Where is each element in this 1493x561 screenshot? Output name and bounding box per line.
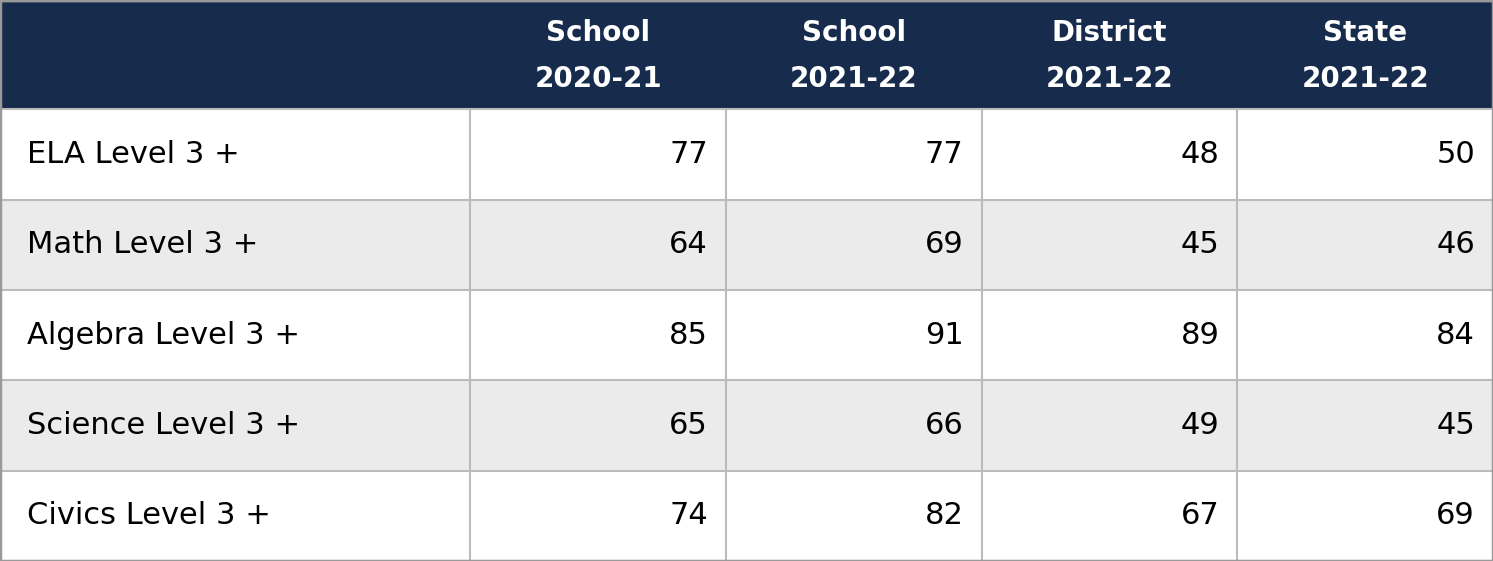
Text: 48: 48 <box>1181 140 1220 169</box>
Text: Algebra Level 3 +: Algebra Level 3 + <box>27 321 300 350</box>
Text: 50: 50 <box>1436 140 1475 169</box>
Text: State: State <box>1323 19 1408 47</box>
Text: 77: 77 <box>926 140 964 169</box>
Text: 82: 82 <box>924 502 964 530</box>
Text: Math Level 3 +: Math Level 3 + <box>27 231 258 259</box>
Text: 91: 91 <box>926 321 964 350</box>
Text: 45: 45 <box>1436 411 1475 440</box>
Text: 85: 85 <box>669 321 708 350</box>
Bar <box>0 380 1493 471</box>
Text: District: District <box>1051 19 1168 47</box>
Text: 46: 46 <box>1436 231 1475 259</box>
Bar <box>0 471 1493 561</box>
Text: 89: 89 <box>1181 321 1220 350</box>
Bar <box>0 109 1493 200</box>
Text: 69: 69 <box>926 231 964 259</box>
Text: Civics Level 3 +: Civics Level 3 + <box>27 502 270 530</box>
Text: 66: 66 <box>926 411 964 440</box>
Text: 74: 74 <box>669 502 708 530</box>
Text: 64: 64 <box>669 231 708 259</box>
Text: 2021-22: 2021-22 <box>1302 65 1429 93</box>
Text: 65: 65 <box>669 411 708 440</box>
Text: 2021-22: 2021-22 <box>790 65 918 93</box>
Text: 2021-22: 2021-22 <box>1045 65 1173 93</box>
Text: 84: 84 <box>1436 321 1475 350</box>
Text: 67: 67 <box>1181 502 1220 530</box>
Text: ELA Level 3 +: ELA Level 3 + <box>27 140 239 169</box>
Text: 69: 69 <box>1436 502 1475 530</box>
Text: School: School <box>802 19 906 47</box>
Bar <box>0 200 1493 290</box>
Bar <box>0 0 1493 109</box>
Text: 2020-21: 2020-21 <box>534 65 661 93</box>
Text: 77: 77 <box>669 140 708 169</box>
Text: 49: 49 <box>1181 411 1220 440</box>
Text: 45: 45 <box>1181 231 1220 259</box>
Bar <box>0 290 1493 380</box>
Text: School: School <box>546 19 649 47</box>
Text: Science Level 3 +: Science Level 3 + <box>27 411 300 440</box>
